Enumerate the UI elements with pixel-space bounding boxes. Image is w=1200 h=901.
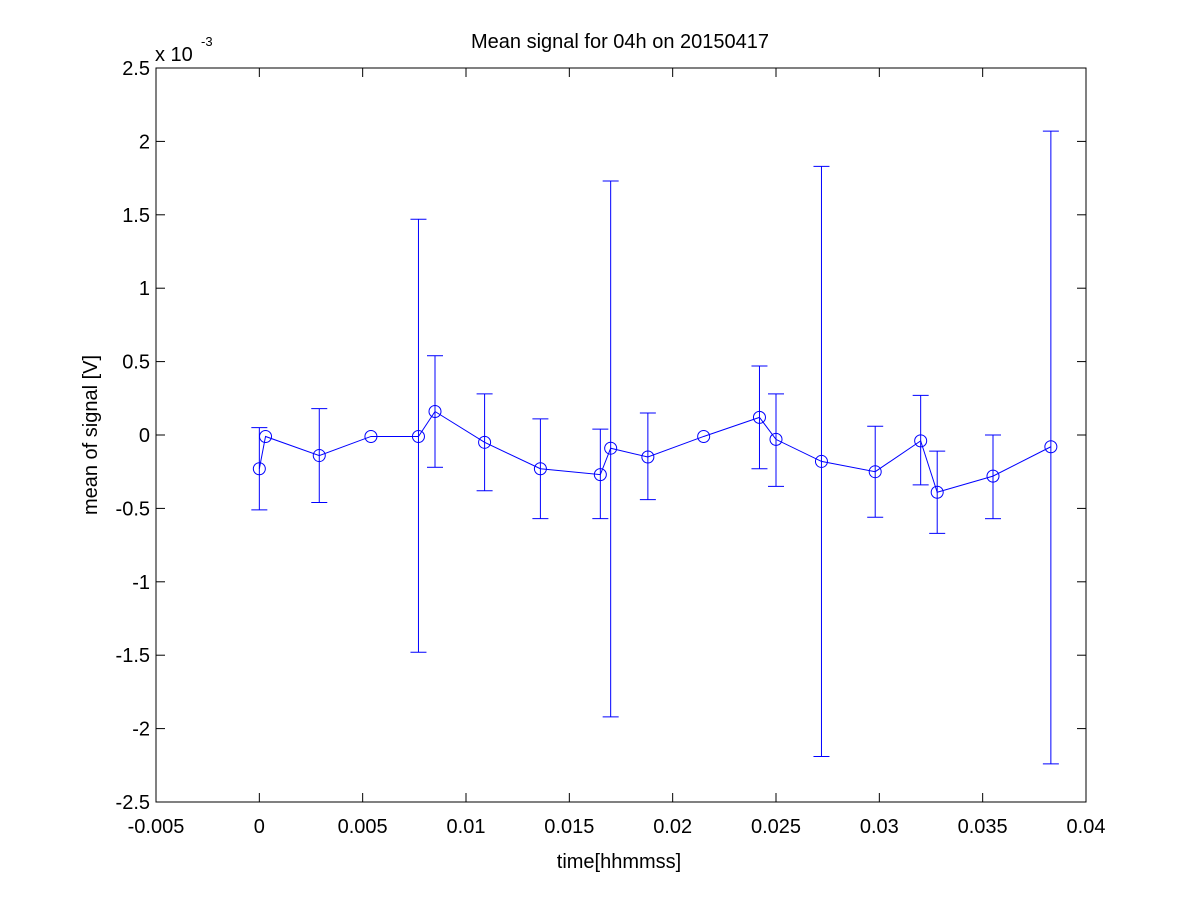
y-tick-label: -2 <box>132 719 150 741</box>
x-tick-label: 0 <box>254 816 265 838</box>
series-layer <box>251 130 1059 765</box>
x-tick-label: 0.005 <box>338 816 388 838</box>
data-point <box>252 462 266 476</box>
y-axis-label: mean of signal [V] <box>80 355 102 515</box>
y-tick-label: -2.5 <box>116 792 150 814</box>
y-scale-prefix: x 10 <box>155 44 193 66</box>
x-tick-label: 0.03 <box>860 816 899 838</box>
x-tick-label: 0.035 <box>958 816 1008 838</box>
x-axis-ticks: -0.005 0 0.005 0.01 0.015 0.02 0.025 0.03 0.035 0… <box>128 68 1106 838</box>
y-tick-label: 0.5 <box>122 352 150 374</box>
data-point <box>259 429 273 443</box>
x-tick-label: 0.01 <box>447 816 486 838</box>
data-point <box>769 432 783 446</box>
data-point <box>364 429 378 443</box>
data-point <box>604 441 618 455</box>
y-tick-label: 1.5 <box>122 205 150 227</box>
data-point <box>428 405 442 419</box>
y-tick-label: 2.5 <box>122 58 150 80</box>
data-point <box>478 435 492 449</box>
plot-area <box>155 67 1087 803</box>
x-axis-label: time[hhmmss] <box>557 851 681 873</box>
y-tick-label: -0.5 <box>116 498 150 520</box>
data-point <box>814 454 828 468</box>
y-scale-exponent: -3 <box>201 34 213 49</box>
series-line <box>258 410 1052 493</box>
x-tick-label: 0.025 <box>751 816 801 838</box>
y-tick-label: 1 <box>139 278 150 300</box>
data-point <box>312 449 326 463</box>
x-tick-label: 0.015 <box>544 816 594 838</box>
y-tick-label: -1.5 <box>116 645 150 667</box>
x-tick-label: 0.04 <box>1067 816 1106 838</box>
y-tick-label: 0 <box>139 425 150 447</box>
data-point <box>533 462 547 476</box>
x-tick-label: -0.005 <box>128 816 185 838</box>
data-point <box>411 429 425 443</box>
data-point <box>914 434 928 448</box>
data-point <box>986 469 1000 483</box>
data-point <box>641 450 655 464</box>
y-tick-label: 2 <box>139 131 150 153</box>
data-point <box>752 410 766 424</box>
chart-title: Mean signal for 04h on 20150417 <box>471 31 769 53</box>
y-axis-ticks: -2.5 -2 -1.5 -1 -0.5 0 0.5 1 1.5 2 2.5 <box>116 58 1086 814</box>
data-point <box>868 465 882 479</box>
y-tick-label: -1 <box>132 572 150 594</box>
x-tick-label: 0.02 <box>653 816 692 838</box>
data-point <box>593 468 607 482</box>
data-point <box>697 429 711 443</box>
data-point <box>1044 440 1058 454</box>
data-point <box>930 485 944 499</box>
